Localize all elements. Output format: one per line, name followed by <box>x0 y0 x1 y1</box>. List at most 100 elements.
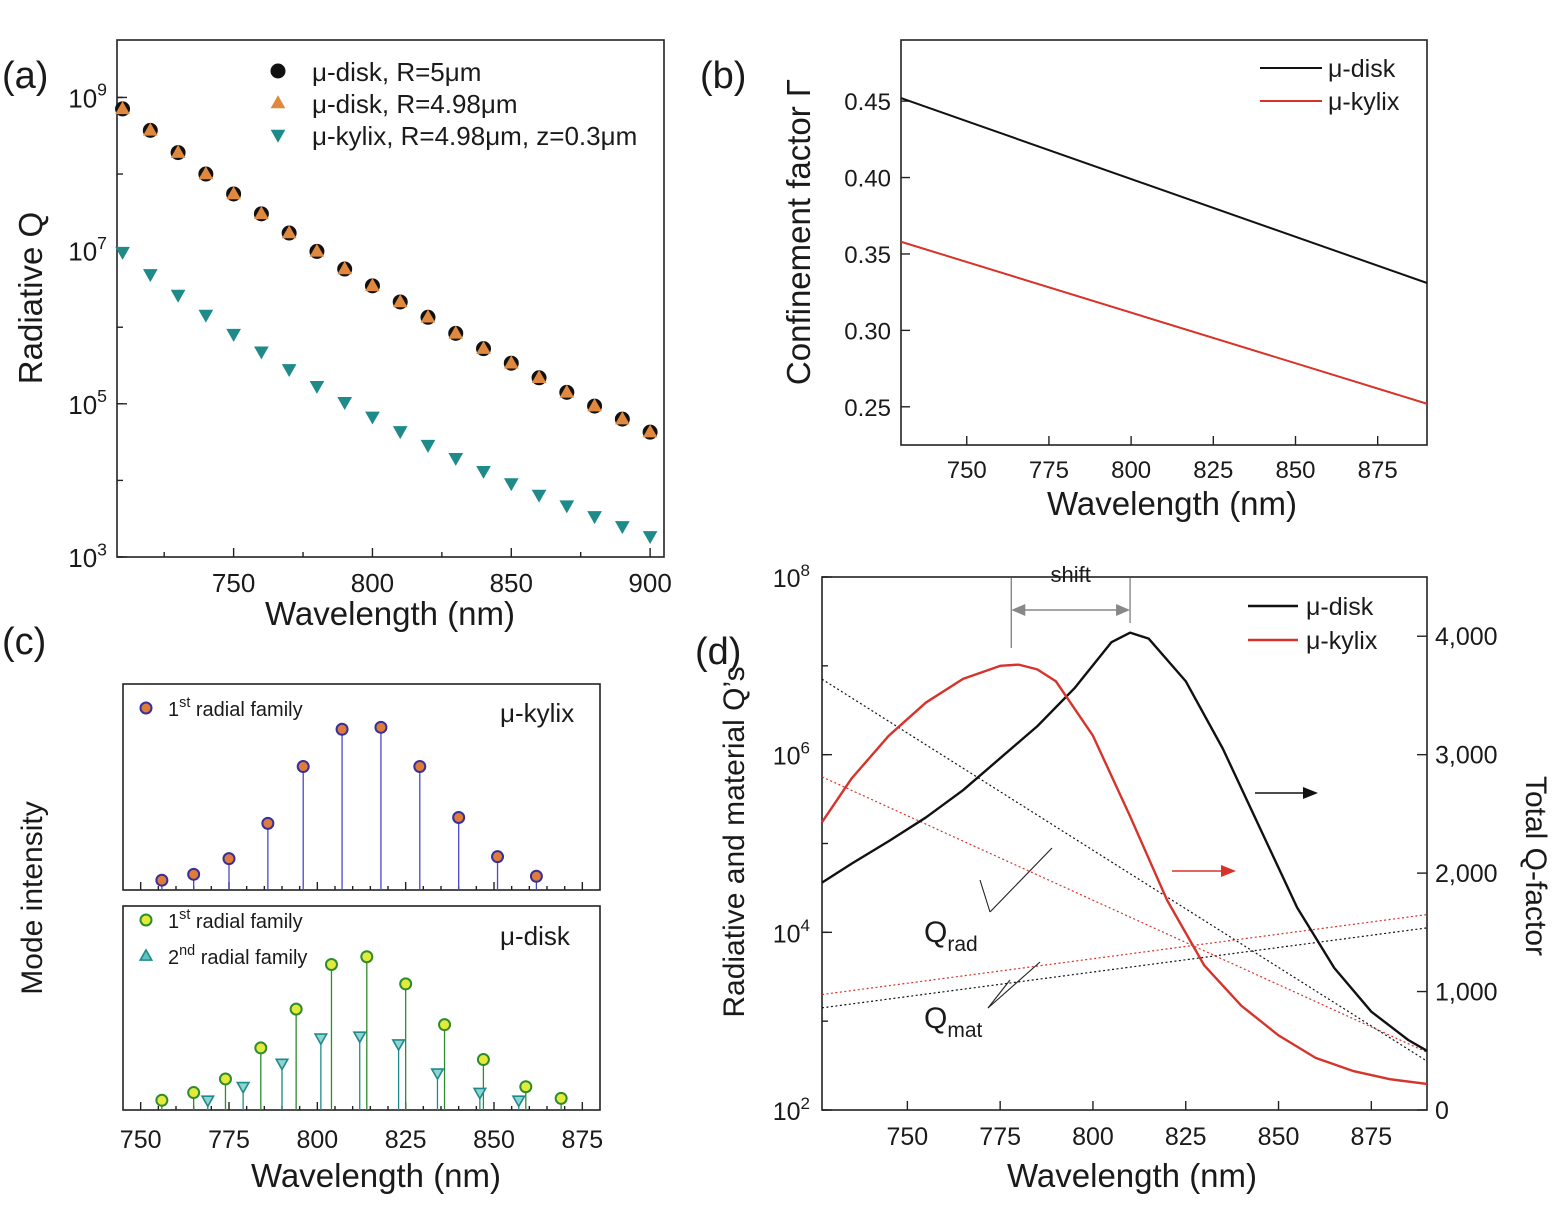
q-rad-label: Qrad <box>924 916 978 956</box>
y-tick-label: 106 <box>773 738 810 770</box>
data-point <box>337 261 353 275</box>
panel-c-legends: 1st radial family 1st radial family 2nd ra… <box>138 695 307 969</box>
stem-marker <box>200 1095 215 1108</box>
stem-marker <box>476 1053 490 1067</box>
q-mat-pointer-1 <box>987 961 1041 1009</box>
stem-marker <box>235 1081 251 1095</box>
panel-d-right-y-ticks: 0 1,000 2,000 3,000 4,000 <box>1417 623 1498 1125</box>
panel-c-top-title: μ-kylix <box>500 698 574 728</box>
legend-label: μ-kylix <box>1328 88 1400 116</box>
stem-marker <box>519 1080 533 1094</box>
legend-label: μ-disk <box>1328 55 1396 83</box>
data-point <box>281 364 297 378</box>
y-tick-label: 4,000 <box>1435 623 1498 651</box>
x-tick-label: 850 <box>490 568 533 598</box>
legend-marker <box>139 701 153 715</box>
x-tick-label: 750 <box>120 1126 162 1154</box>
panel-d-total-q-lines <box>821 631 1428 1086</box>
legend-marker <box>138 948 154 961</box>
x-tick-label: 800 <box>1072 1123 1114 1151</box>
stem-marker <box>254 1041 268 1055</box>
y-tick-label: 1,000 <box>1435 979 1498 1007</box>
stem-marker <box>352 1031 367 1044</box>
stem-marker <box>155 873 169 887</box>
panel-c-bottom-title: μ-disk <box>500 921 571 951</box>
x-tick-label: 875 <box>1350 1123 1392 1151</box>
panel-a-x-ticks: 750 800 850 900 <box>163 548 672 598</box>
panel-c-x-ticks: 750 775 800 825 850 875 <box>120 882 603 1154</box>
data-point <box>420 439 436 453</box>
x-tick-label: 850 <box>1258 1123 1300 1151</box>
panel-d-legend: μ-disk μ-kylix <box>1248 593 1378 655</box>
data-point <box>226 186 241 200</box>
y-tick-label: 103 <box>68 539 107 573</box>
panel-d-left-y-ticks: 102 104 106 108 <box>773 561 832 1126</box>
stem-marker <box>554 1091 568 1105</box>
q-mat-pointer-2 <box>987 979 1011 1009</box>
x-tick-label: 800 <box>1111 457 1151 484</box>
right-axis-arrowhead-red <box>1221 865 1236 877</box>
panel-b-legend: μ-disk μ-kylix <box>1260 55 1400 116</box>
panel-c-stems <box>155 720 568 1110</box>
panel-d-plot-frame <box>821 576 1428 1111</box>
data-point <box>226 328 241 342</box>
legend-label: μ-disk, R=5μm <box>312 57 481 87</box>
panel-d-x-axis-label: Wavelength (nm) <box>1007 1157 1257 1194</box>
panel-a-y-ticks: 103 105 107 109 <box>68 80 127 573</box>
dotted-line <box>821 776 1428 1053</box>
stem-series <box>155 720 543 890</box>
stem-marker <box>222 852 236 866</box>
y-tick-label: 0.40 <box>844 166 891 193</box>
data-point <box>476 465 491 479</box>
stem-marker <box>391 1039 406 1052</box>
x-tick-label: 850 <box>1275 457 1315 484</box>
x-tick-label: 775 <box>1029 457 1069 484</box>
stem-marker <box>399 977 413 991</box>
data-point <box>392 294 408 308</box>
data-point <box>392 426 408 440</box>
y-tick-label: 104 <box>773 916 810 948</box>
data-point <box>559 384 575 398</box>
stem-marker <box>452 810 466 824</box>
x-tick-label: 800 <box>351 568 394 598</box>
panel-c-top-frame <box>122 683 601 891</box>
data-point <box>531 489 547 503</box>
data-point <box>309 243 325 257</box>
dotted-line <box>821 678 1428 1062</box>
panel-d-left-y-axis-label: Radiative and material Q’s <box>718 666 751 1017</box>
q-rad-pointer-1 <box>989 847 1053 913</box>
data-point <box>531 370 547 384</box>
data-point <box>170 289 186 303</box>
panel-b-y-ticks: 0.25 0.30 0.35 0.40 0.45 <box>844 89 910 422</box>
q-mat-label: Qmat <box>924 1002 983 1042</box>
panel-d-label: (d) <box>695 631 741 673</box>
stem-marker <box>360 950 374 964</box>
data-point <box>337 397 353 410</box>
data-point <box>142 122 158 136</box>
total-q-line <box>821 663 1428 1086</box>
panel-c-y-axis-label: Mode intensity <box>16 801 49 994</box>
x-tick-label: 875 <box>561 1126 603 1154</box>
y-tick-label: 105 <box>68 386 107 420</box>
panel-b-x-axis-label: Wavelength (nm) <box>1047 485 1297 522</box>
legend-marker <box>270 63 286 79</box>
legend-label: μ-disk, R=4.98μm <box>312 89 518 119</box>
stem-marker <box>430 1068 445 1081</box>
x-tick-label: 775 <box>208 1126 250 1154</box>
panel-b-label: (b) <box>700 55 746 97</box>
stem-marker <box>313 1033 329 1046</box>
data-point <box>198 309 214 323</box>
y-tick-label: 3,000 <box>1435 742 1498 770</box>
stem-marker <box>218 1072 232 1086</box>
panel-a-plot-frame <box>116 39 665 558</box>
panel-b: (b) 750 775 800 825 850 875 0.250.300.350.400… <box>700 39 1428 522</box>
data-point <box>587 511 602 525</box>
data-point <box>615 521 630 535</box>
right-axis-arrowhead-black <box>1303 787 1318 799</box>
stem-marker <box>413 760 427 774</box>
data-point <box>198 166 214 180</box>
panel-a-data-points <box>115 101 658 545</box>
shift-arrow-head-left <box>1011 604 1026 616</box>
panel-d-x-ticks: 750 775 800 825 850 875 <box>887 1101 1392 1151</box>
